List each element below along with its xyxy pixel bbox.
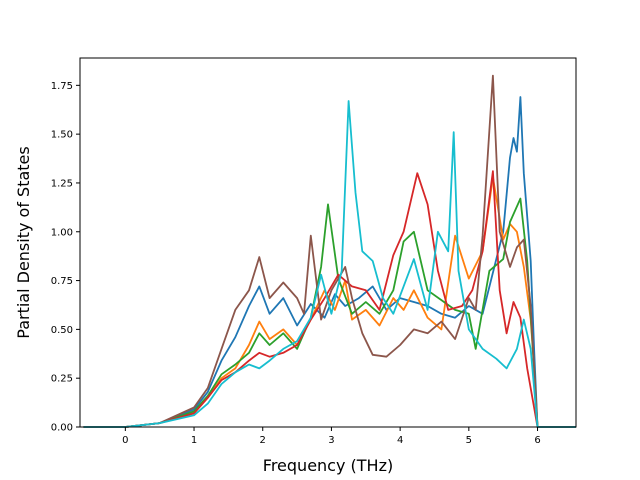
x-tick-label: 4 bbox=[397, 435, 403, 446]
plot-area bbox=[79, 57, 577, 428]
y-axis-label: Partial Density of States bbox=[14, 146, 33, 338]
x-tick-label: 1 bbox=[191, 435, 197, 446]
y-tick-label: 0.50 bbox=[51, 325, 73, 336]
y-tick-label: 1.00 bbox=[51, 227, 73, 238]
x-tick-label: 2 bbox=[260, 435, 266, 446]
y-tick-label: 1.25 bbox=[51, 178, 73, 189]
series-line-6 bbox=[83, 100, 577, 428]
plot-frame bbox=[79, 57, 577, 428]
y-tick-label: 0.25 bbox=[51, 374, 73, 385]
x-axis-ticks: 0 1 2 3 4 5 6 bbox=[122, 427, 541, 446]
y-tick-label: 1.50 bbox=[51, 130, 73, 141]
x-tick-label: 3 bbox=[328, 435, 334, 446]
series-line-2 bbox=[83, 176, 577, 428]
x-tick-label: 5 bbox=[466, 435, 472, 446]
y-tick-label: 0.75 bbox=[51, 276, 73, 287]
x-axis-label: Frequency (THz) bbox=[263, 456, 393, 475]
series-line-3 bbox=[83, 197, 577, 428]
y-tick-label: 0.00 bbox=[51, 423, 73, 434]
x-tick-label: 6 bbox=[534, 435, 540, 446]
y-tick-label: 1.75 bbox=[51, 81, 73, 92]
series-line-5 bbox=[83, 74, 577, 428]
x-tick-label: 0 bbox=[122, 435, 128, 446]
series-group bbox=[83, 74, 577, 428]
y-axis-ticks: 0.00 0.25 0.50 0.75 1.00 1.25 1.50 1.75 bbox=[51, 81, 80, 434]
series-line-1 bbox=[83, 96, 577, 428]
